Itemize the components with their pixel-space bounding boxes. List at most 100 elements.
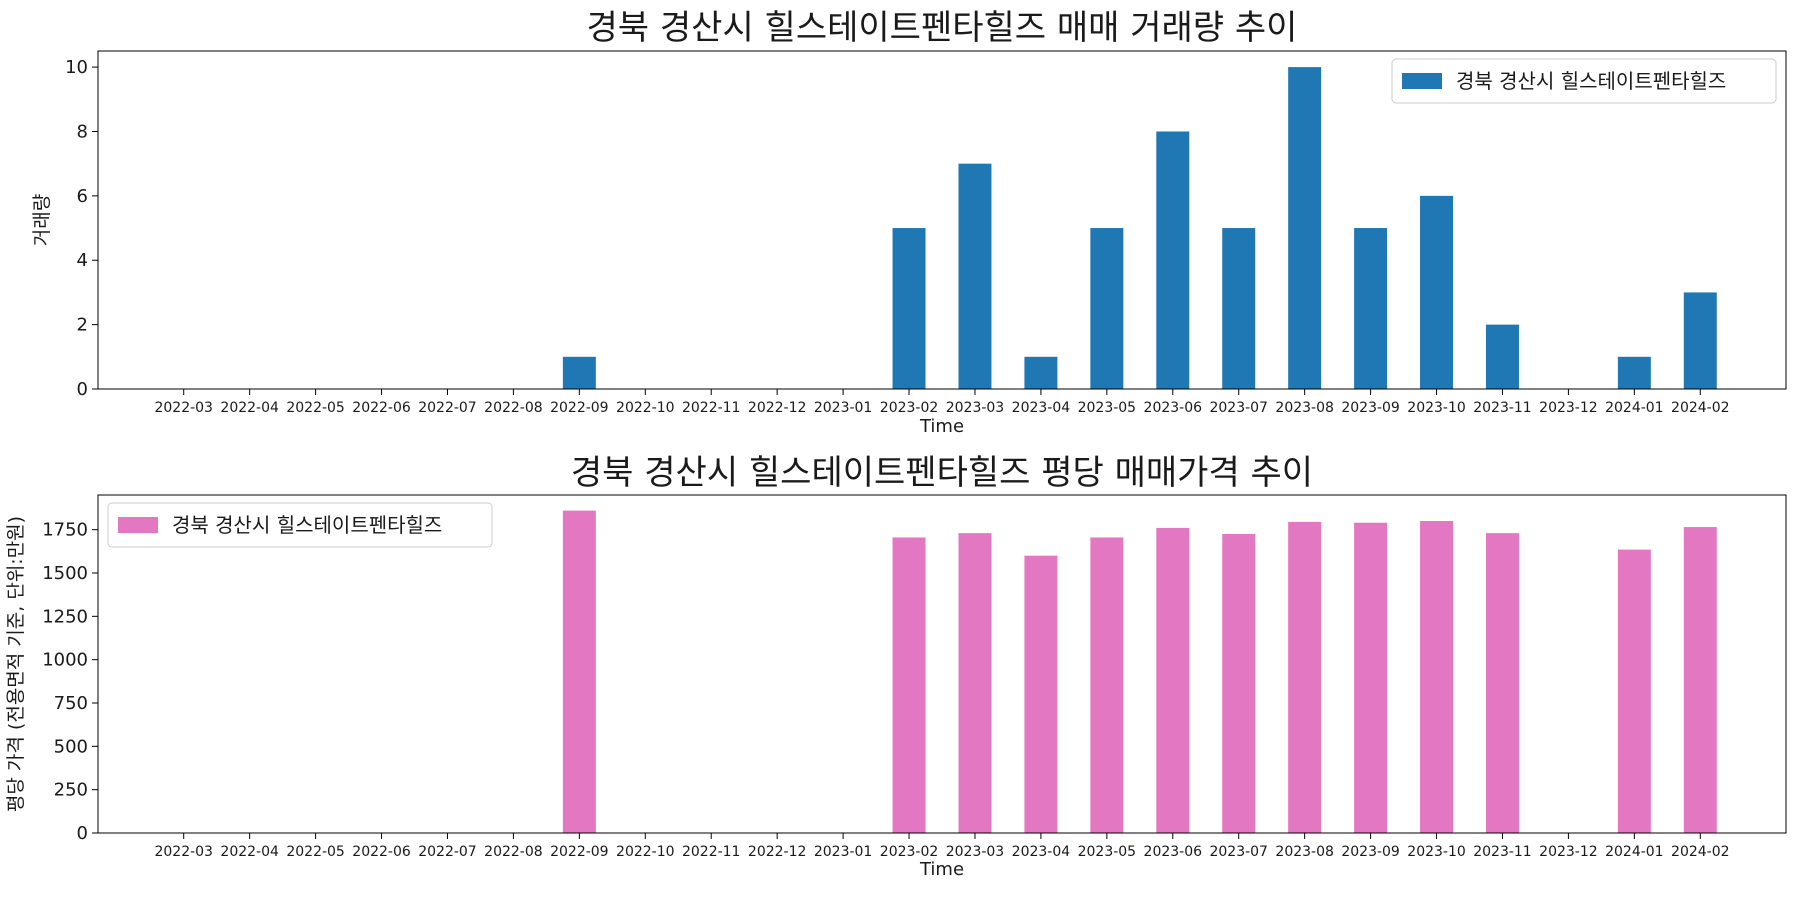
legend-label: 경북 경산시 힐스테이트펜타힐즈 xyxy=(172,513,442,537)
x-tick-label: 2022-07 xyxy=(418,400,477,416)
legend: 경북 경산시 힐스테이트펜타힐즈 xyxy=(107,502,493,548)
y-tick-label: 1250 xyxy=(42,606,88,627)
x-tick-label: 2022-03 xyxy=(154,400,213,416)
x-tick-label: 2023-11 xyxy=(1473,400,1532,416)
legend-label: 경북 경산시 힐스테이트펜타힐즈 xyxy=(1456,69,1726,93)
y-tick-label: 2 xyxy=(77,315,88,336)
x-tick-label: 2022-08 xyxy=(484,844,543,860)
x-tick-label: 2022-12 xyxy=(748,400,807,416)
x-tick-label: 2023-01 xyxy=(814,844,873,860)
chart-title: 경북 경산시 힐스테이트펜타힐즈 매매 거래량 추이 xyxy=(587,8,1298,48)
x-tick-label: 2023-12 xyxy=(1539,400,1598,416)
bar-2023-10 xyxy=(1420,195,1454,389)
y-axis-label: 거래량 xyxy=(31,194,53,246)
bar-2023-10 xyxy=(1420,521,1454,833)
chart-1: 경북 경산시 힐스테이트펜타힐즈 매매 거래량 추이 0 2 4 6 8 10 2022-03… xyxy=(31,8,1787,437)
x-tick-label: 2023-10 xyxy=(1407,400,1466,416)
x-tick-label: 2023-09 xyxy=(1341,844,1400,860)
x-tick-label: 2022-05 xyxy=(286,844,345,860)
y-tick-label: 6 xyxy=(77,186,88,207)
x-tick-label: 2023-05 xyxy=(1078,844,1137,860)
y-tick-label: 500 xyxy=(54,736,88,757)
y-tick-label: 8 xyxy=(77,121,88,142)
y-tick-label: 1000 xyxy=(42,650,88,671)
bar-2023-02 xyxy=(892,228,926,389)
x-tick-label: 2023-05 xyxy=(1078,400,1137,416)
x-tick-label: 2023-07 xyxy=(1209,844,1268,860)
bar-2022-09 xyxy=(562,356,596,389)
legend: 경북 경산시 힐스테이트펜타힐즈 xyxy=(1391,58,1777,104)
bar-2023-06 xyxy=(1156,527,1190,833)
x-tick-label: 2022-04 xyxy=(220,844,279,860)
x-tick-label: 2024-01 xyxy=(1605,844,1664,860)
bar-2023-05 xyxy=(1090,537,1124,833)
bar-2023-07 xyxy=(1222,228,1256,389)
x-tick-label: 2023-03 xyxy=(946,844,1005,860)
y-tick-label: 0 xyxy=(77,379,88,400)
x-tick-label: 2023-03 xyxy=(946,400,1005,416)
x-tick-label: 2022-12 xyxy=(748,844,807,860)
x-tick-label: 2024-01 xyxy=(1605,400,1664,416)
x-tick-label: 2023-10 xyxy=(1407,844,1466,860)
x-tick-label: 2022-09 xyxy=(550,844,609,860)
axes-frame xyxy=(97,494,1787,834)
x-tick-label: 2022-06 xyxy=(352,400,411,416)
bar-2022-09 xyxy=(562,510,596,833)
x-tick-label: 2023-12 xyxy=(1539,844,1598,860)
bar-2023-08 xyxy=(1288,67,1322,389)
x-tick-label: 2022-09 xyxy=(550,400,609,416)
legend-swatch xyxy=(1402,73,1442,89)
bar-2023-11 xyxy=(1485,533,1519,833)
bar-2023-08 xyxy=(1288,521,1322,833)
x-tick-label: 2024-02 xyxy=(1671,400,1730,416)
y-tick-label: 1500 xyxy=(42,563,88,584)
x-tick-label: 2023-02 xyxy=(880,400,939,416)
x-tick-label: 2022-10 xyxy=(616,844,675,860)
x-tick-label: 2023-01 xyxy=(814,400,873,416)
x-tick-label: 2023-08 xyxy=(1275,844,1334,860)
bar-2023-09 xyxy=(1354,228,1388,389)
bar-2023-03 xyxy=(958,163,992,389)
y-tick-label: 250 xyxy=(54,780,88,801)
x-tick-label: 2023-08 xyxy=(1275,400,1334,416)
y-tick-label: 0 xyxy=(77,823,88,844)
bar-2023-09 xyxy=(1354,522,1388,833)
x-tick-label: 2023-11 xyxy=(1473,844,1532,860)
bar-2024-01 xyxy=(1617,549,1651,833)
x-tick-label: 2023-09 xyxy=(1341,400,1400,416)
bar-2024-02 xyxy=(1683,292,1717,389)
x-tick-label: 2022-03 xyxy=(154,844,213,860)
y-tick-label: 750 xyxy=(54,693,88,714)
x-tick-label: 2023-04 xyxy=(1012,400,1071,416)
bar-2024-01 xyxy=(1617,356,1651,389)
y-axis-label: 평당 가격 (전용면적 기준, 단위:만원) xyxy=(5,516,27,812)
x-tick-label: 2023-04 xyxy=(1012,844,1071,860)
x-tick-label: 2024-02 xyxy=(1671,844,1730,860)
bar-2023-06 xyxy=(1156,131,1190,389)
x-tick-label: 2023-06 xyxy=(1144,844,1203,860)
x-tick-label: 2022-06 xyxy=(352,844,411,860)
x-tick-label: 2022-05 xyxy=(286,400,345,416)
bar-2023-07 xyxy=(1222,534,1256,833)
legend-box xyxy=(107,502,493,548)
x-axis-label: Time xyxy=(919,859,964,880)
x-tick-label: 2022-04 xyxy=(220,400,279,416)
x-tick-label: 2022-07 xyxy=(418,844,477,860)
bar-2023-02 xyxy=(892,537,926,833)
bar-2023-04 xyxy=(1024,555,1058,833)
legend-box xyxy=(1391,58,1777,104)
x-tick-label: 2022-08 xyxy=(484,400,543,416)
x-tick-label: 2022-10 xyxy=(616,400,675,416)
x-tick-label: 2023-02 xyxy=(880,844,939,860)
bar-2023-03 xyxy=(958,533,992,833)
y-tick-label: 4 xyxy=(77,250,88,271)
bar-2023-11 xyxy=(1485,324,1519,389)
x-tick-label: 2022-11 xyxy=(682,844,741,860)
x-tick-label: 2023-07 xyxy=(1209,400,1268,416)
bar-2023-04 xyxy=(1024,356,1058,389)
bar-2024-02 xyxy=(1683,527,1717,833)
chart-2: 경북 경산시 힐스테이트펜타힐즈 평당 매매가격 추이 0 250 500 750 100… xyxy=(5,453,1787,880)
x-tick-label: 2023-06 xyxy=(1144,400,1203,416)
y-tick-label: 1750 xyxy=(42,520,88,541)
